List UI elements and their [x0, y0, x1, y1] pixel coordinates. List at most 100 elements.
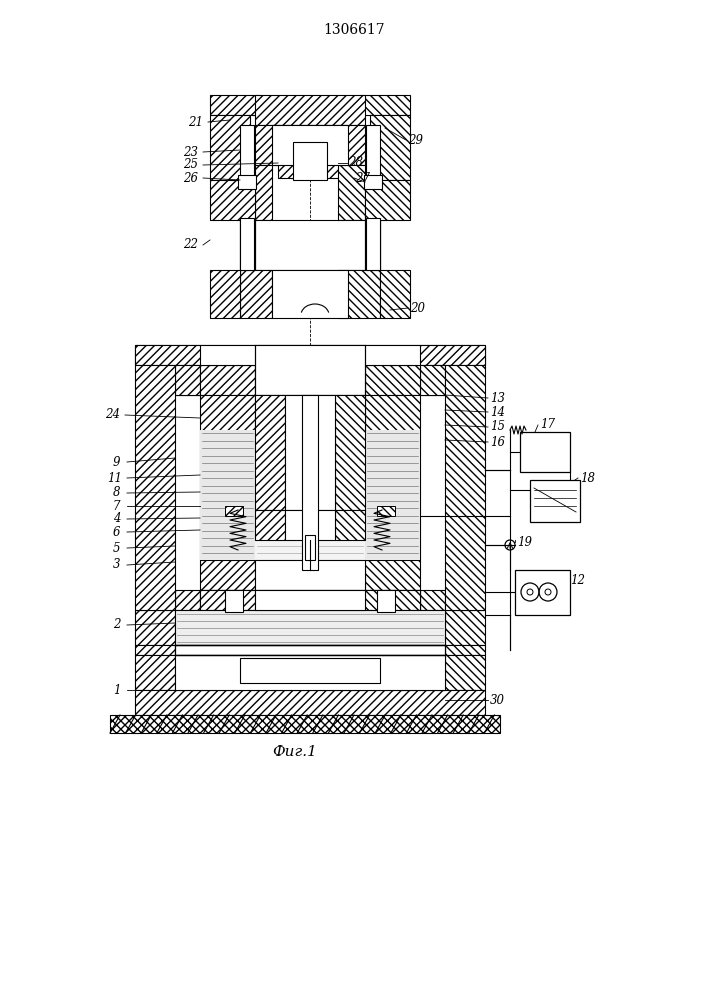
- Bar: [200, 590, 255, 610]
- Text: 30: 30: [490, 694, 505, 706]
- Bar: [135, 345, 485, 365]
- Text: 28: 28: [348, 156, 363, 169]
- Text: 29: 29: [408, 133, 423, 146]
- Text: 13: 13: [490, 391, 505, 404]
- Text: 23: 23: [183, 145, 198, 158]
- Bar: [377, 590, 395, 612]
- Bar: [255, 345, 365, 395]
- Text: 18: 18: [580, 472, 595, 485]
- Bar: [293, 142, 327, 180]
- Bar: [420, 365, 445, 395]
- Text: 8: 8: [113, 487, 120, 499]
- Text: 20: 20: [410, 302, 425, 314]
- Polygon shape: [135, 655, 175, 690]
- Bar: [225, 590, 243, 612]
- Bar: [175, 645, 445, 655]
- Text: 9: 9: [113, 456, 120, 468]
- Bar: [364, 175, 382, 189]
- Polygon shape: [445, 365, 485, 610]
- Text: 6: 6: [113, 526, 120, 538]
- Polygon shape: [210, 115, 250, 180]
- Polygon shape: [380, 270, 410, 318]
- Text: 21: 21: [188, 115, 203, 128]
- Text: 4: 4: [113, 512, 120, 526]
- Text: 22: 22: [183, 238, 198, 251]
- Bar: [110, 715, 500, 733]
- Text: Фиг.1: Фиг.1: [273, 745, 317, 759]
- Polygon shape: [135, 610, 175, 645]
- Bar: [255, 430, 365, 560]
- Bar: [520, 432, 570, 472]
- Polygon shape: [445, 645, 485, 655]
- Polygon shape: [445, 655, 485, 690]
- Bar: [377, 506, 395, 516]
- Polygon shape: [210, 95, 260, 115]
- Bar: [285, 510, 335, 540]
- Bar: [302, 395, 318, 570]
- Bar: [530, 480, 580, 522]
- Bar: [255, 125, 365, 165]
- Bar: [175, 365, 200, 395]
- Bar: [175, 655, 445, 690]
- Bar: [272, 125, 348, 165]
- Text: 3: 3: [113, 558, 120, 572]
- Polygon shape: [365, 560, 420, 590]
- Bar: [175, 610, 445, 645]
- Polygon shape: [240, 220, 255, 270]
- Text: 1306617: 1306617: [323, 23, 385, 37]
- Text: 17: 17: [540, 418, 555, 432]
- Polygon shape: [365, 180, 410, 270]
- Bar: [255, 590, 365, 610]
- Text: 27: 27: [355, 172, 370, 184]
- Polygon shape: [335, 510, 365, 540]
- Text: 19: 19: [517, 536, 532, 548]
- Text: 14: 14: [490, 406, 505, 418]
- Polygon shape: [338, 270, 380, 318]
- Text: 2: 2: [113, 618, 120, 632]
- Polygon shape: [135, 645, 175, 655]
- Text: 16: 16: [490, 436, 505, 448]
- Polygon shape: [338, 165, 365, 220]
- Bar: [240, 218, 254, 270]
- Polygon shape: [135, 690, 485, 715]
- Polygon shape: [240, 270, 272, 318]
- Polygon shape: [255, 395, 285, 510]
- Polygon shape: [445, 610, 485, 645]
- Text: 1: 1: [113, 684, 120, 696]
- Bar: [285, 395, 335, 510]
- Bar: [272, 270, 348, 318]
- Polygon shape: [255, 510, 285, 540]
- Polygon shape: [360, 95, 410, 115]
- Polygon shape: [135, 365, 175, 610]
- Text: 7: 7: [113, 499, 120, 512]
- Bar: [305, 535, 315, 560]
- Text: 15: 15: [490, 420, 505, 434]
- Polygon shape: [210, 270, 240, 318]
- Polygon shape: [255, 165, 272, 220]
- Bar: [240, 658, 380, 683]
- Polygon shape: [365, 220, 380, 270]
- Polygon shape: [210, 180, 255, 270]
- Bar: [240, 125, 254, 220]
- Polygon shape: [175, 590, 200, 610]
- Bar: [238, 175, 256, 189]
- Bar: [278, 148, 342, 178]
- Bar: [200, 345, 420, 365]
- Bar: [225, 506, 243, 516]
- Text: 26: 26: [183, 172, 198, 184]
- Polygon shape: [335, 395, 365, 510]
- Bar: [365, 430, 420, 560]
- Bar: [366, 218, 380, 270]
- Text: 25: 25: [183, 158, 198, 172]
- Text: 24: 24: [105, 408, 120, 422]
- Text: 11: 11: [107, 472, 122, 485]
- Bar: [255, 560, 365, 590]
- Text: 5: 5: [113, 542, 120, 554]
- Polygon shape: [200, 395, 255, 560]
- Bar: [200, 590, 420, 610]
- Text: 12: 12: [570, 574, 585, 586]
- Bar: [365, 590, 420, 610]
- Polygon shape: [420, 590, 445, 610]
- Bar: [365, 365, 420, 395]
- Bar: [366, 125, 380, 220]
